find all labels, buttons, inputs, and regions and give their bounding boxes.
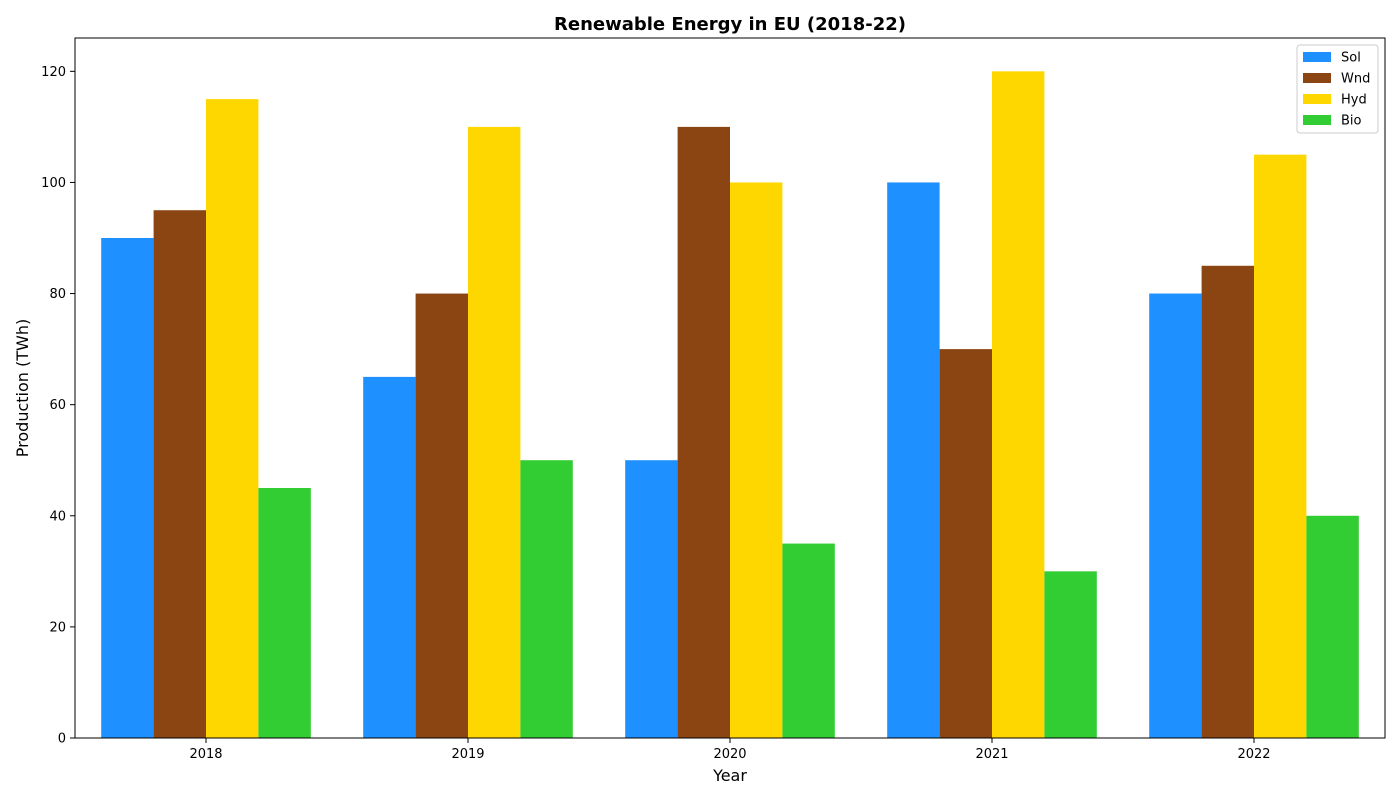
x-tick-label: 2019 <box>451 747 484 762</box>
x-tick-label: 2018 <box>189 747 222 762</box>
y-tick-label: 20 <box>49 620 66 635</box>
bar-wnd-2018 <box>153 210 206 738</box>
y-tick-label: 120 <box>41 65 66 80</box>
bar-hyd-2019 <box>468 126 521 738</box>
bar-hyd-2020 <box>730 182 783 738</box>
chart-title: Renewable Energy in EU (2018-22) <box>554 14 906 35</box>
y-tick-label: 0 <box>58 732 66 747</box>
legend: Sol Wnd Hyd Bio <box>1296 44 1379 134</box>
bar-bio-2022 <box>1306 515 1359 738</box>
legend-swatch-sol <box>1303 52 1331 62</box>
legend-label-bio: Bio <box>1341 114 1362 129</box>
bar-sol-2022 <box>1149 293 1202 738</box>
bar-wnd-2020 <box>677 126 730 738</box>
x-tick-label: 2020 <box>713 747 746 762</box>
legend-swatch-bio <box>1303 115 1331 125</box>
bar-hyd-2018 <box>206 99 259 739</box>
plot-frame <box>74 37 1386 739</box>
x-axis: 2018 2019 2020 2021 2022 <box>189 738 1271 762</box>
y-tick-label: 40 <box>49 509 66 524</box>
y-axis-label: Production (TWh) <box>13 319 32 457</box>
bar-hyd-2021 <box>992 71 1045 739</box>
bar-bio-2021 <box>1044 571 1097 738</box>
bar-bio-2018 <box>258 488 311 738</box>
bar-sol-2019 <box>363 376 416 738</box>
legend-box <box>1296 44 1379 134</box>
y-tick-label: 100 <box>41 176 66 191</box>
legend-label-wnd: Wnd <box>1341 72 1370 87</box>
legend-label-sol: Sol <box>1341 51 1361 66</box>
legend-swatch-hyd <box>1303 94 1331 104</box>
legend-swatch-wnd <box>1303 73 1331 83</box>
bar-sol-2020 <box>625 460 678 738</box>
bar-wnd-2022 <box>1201 265 1254 738</box>
bar-bio-2019 <box>520 460 573 738</box>
bar-wnd-2021 <box>939 349 992 738</box>
bar-sol-2021 <box>887 182 940 738</box>
bar-wnd-2019 <box>415 293 468 738</box>
y-tick-label: 60 <box>49 398 66 413</box>
y-tick-label: 80 <box>49 287 66 302</box>
bar-sol-2018 <box>101 238 154 738</box>
x-axis-label: Year <box>712 766 747 785</box>
bar-bio-2020 <box>782 543 835 738</box>
bar-hyd-2022 <box>1254 154 1307 738</box>
bars-group <box>101 71 1359 739</box>
y-axis: 0 20 40 60 80 100 120 <box>41 65 75 747</box>
x-tick-label: 2021 <box>975 747 1008 762</box>
legend-label-hyd: Hyd <box>1341 93 1367 108</box>
x-tick-label: 2022 <box>1237 747 1270 762</box>
